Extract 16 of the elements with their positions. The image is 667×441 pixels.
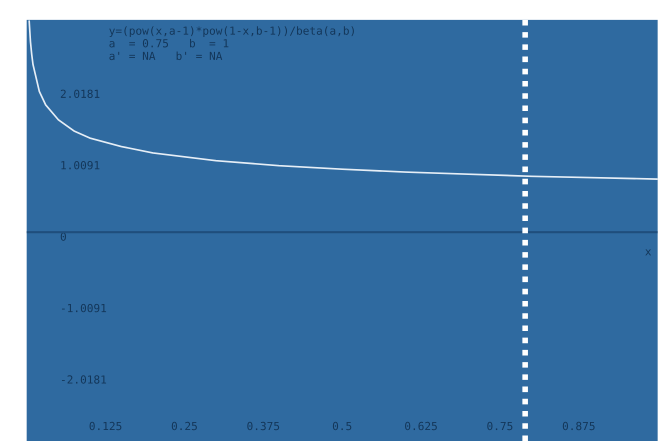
annotation: a = 0.75 b = 1 — [109, 38, 228, 48]
x-tick-label: 0.875 — [562, 422, 595, 430]
y-tick-label: 0 — [60, 232, 66, 241]
annotation: a' = NA b' = NA — [109, 51, 222, 60]
x-tick-label: 0.625 — [405, 422, 437, 430]
x-tick-label: 0.125 — [90, 422, 122, 430]
x-tick-label: 0.25 — [172, 422, 197, 430]
annotation: y=(pow(x,a-1)*pow(1-x,b-1))/beta(a,b) — [109, 26, 354, 37]
x-tick-label: 0.75 — [487, 422, 512, 430]
x-tick-label: 0.5 — [332, 422, 352, 430]
y-tick-label: -1.0091 — [62, 304, 106, 312]
x-axis-title: x — [645, 249, 652, 256]
y-tick-label: 1.0091 — [61, 161, 100, 170]
y-tick-label: 2.0181 — [60, 90, 100, 98]
y-tick-label: -2.0181 — [62, 375, 106, 384]
x-tick-label: 0.375 — [247, 422, 280, 430]
